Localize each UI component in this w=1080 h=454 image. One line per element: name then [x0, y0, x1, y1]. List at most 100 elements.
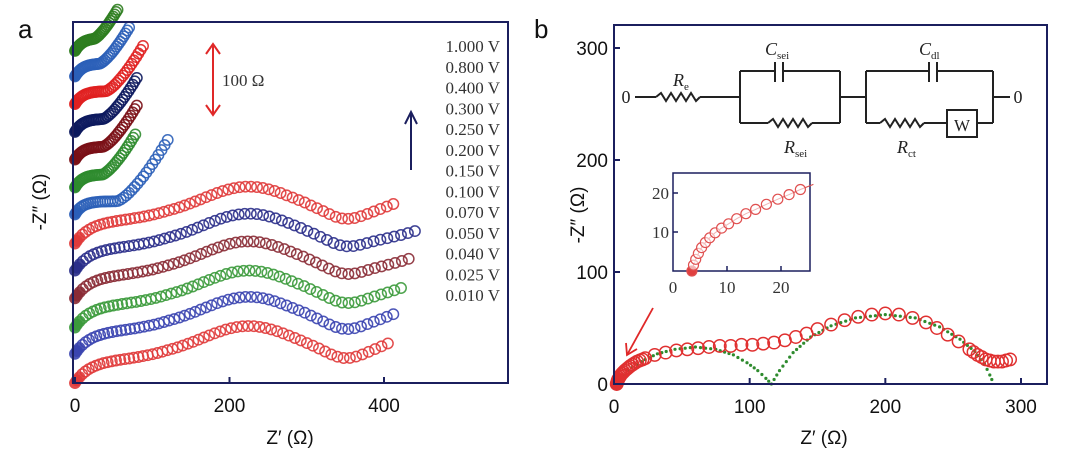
panel-letter-b: b [534, 14, 548, 44]
data-point [101, 356, 114, 369]
data-point [311, 312, 323, 325]
data-point [278, 243, 291, 256]
data-point [227, 182, 240, 195]
fit-dot [693, 345, 698, 349]
inset-data-point [772, 193, 784, 205]
data-point [216, 185, 229, 198]
data-point [304, 199, 317, 212]
data-point [374, 313, 387, 326]
data-point [343, 351, 356, 364]
data-point [401, 227, 414, 240]
data-point [220, 210, 233, 223]
fit-dot [651, 354, 655, 358]
data-point [123, 352, 136, 365]
data-point [329, 210, 342, 223]
data-point [368, 262, 381, 275]
data-point [274, 187, 287, 199]
data-point [186, 223, 199, 236]
y-tick-label: 200 [576, 151, 608, 172]
data-point [129, 128, 142, 141]
data-point [225, 322, 238, 335]
data-point [269, 212, 282, 225]
resistor-re-icon [655, 91, 701, 103]
data-point [131, 177, 144, 190]
data-point [274, 297, 287, 310]
legend-entry: 0.010 V [446, 286, 501, 305]
data-point [168, 313, 181, 326]
data-point [110, 215, 123, 227]
data-point [348, 267, 361, 280]
data-point [382, 258, 395, 271]
fit-dot [664, 349, 668, 354]
data-point [137, 40, 149, 52]
data-point [106, 326, 119, 338]
data-point [387, 198, 400, 210]
data-point [267, 268, 280, 281]
data-point [256, 292, 269, 305]
data-point [261, 266, 274, 279]
data-point [905, 310, 920, 325]
data-point [112, 269, 125, 282]
fit-dot [736, 355, 740, 360]
data-point [325, 348, 338, 361]
data-point [107, 299, 120, 312]
data-point [262, 183, 275, 196]
data-point [108, 270, 121, 283]
data-point [259, 322, 272, 334]
data-point [218, 239, 230, 252]
fit-dot [908, 315, 912, 319]
data-point [298, 196, 311, 209]
data-point [170, 286, 183, 299]
data-point [348, 296, 361, 309]
data-point [265, 323, 278, 336]
data-point [200, 301, 213, 314]
data-point [73, 286, 86, 299]
x-tick-label: 400 [368, 396, 400, 417]
label-rct: Rct [896, 137, 916, 160]
legend-entry: 0.250 V [446, 120, 501, 139]
data-point [118, 118, 131, 131]
data-point [329, 321, 342, 333]
data-point [756, 336, 771, 351]
data-point [178, 254, 191, 267]
data-point [367, 235, 380, 248]
legend-entry: 0.800 V [446, 58, 501, 77]
data-point [395, 255, 408, 267]
data-point [239, 180, 252, 193]
data-point [183, 307, 196, 320]
data-point [300, 337, 313, 350]
data-point [919, 315, 933, 330]
data-point [250, 208, 263, 221]
inset-data-point [731, 213, 743, 225]
label-rsei: Rsei [783, 137, 807, 160]
data-point [334, 239, 347, 252]
data-point [311, 202, 323, 215]
panel-a-y-axis-label: -Z″ (Ω) [30, 174, 51, 231]
fit-dot [745, 361, 749, 365]
data-point [257, 209, 270, 222]
inset-y-tick-label: 10 [652, 223, 669, 242]
data-point [164, 231, 176, 244]
data-point [734, 337, 749, 352]
data-point [197, 331, 210, 344]
data-point [342, 297, 355, 309]
fit-dot [749, 363, 753, 367]
fit-dot [764, 376, 768, 380]
data-point [203, 217, 216, 229]
panel-a: a 0 200 400 Z′ (Ω) -Z″ (Ω) 100 Ω 1.000 V 0.… [18, 3, 509, 449]
x-tick-label: 200 [869, 397, 901, 418]
scale-bar-label: 100 Ω [222, 71, 264, 90]
data-point [219, 323, 232, 336]
data-point [73, 231, 86, 244]
data-point [209, 214, 221, 227]
data-point [381, 337, 394, 350]
data-point [116, 298, 129, 310]
data-point [702, 340, 716, 354]
x-tick-label: 100 [734, 397, 766, 418]
legend-entry: 1.000 V [446, 37, 501, 56]
panel-a-x-ticks: 0 200 400 [70, 377, 400, 417]
data-point [355, 210, 367, 223]
data-point [280, 299, 293, 312]
data-point [282, 216, 295, 229]
data-point [216, 295, 229, 308]
